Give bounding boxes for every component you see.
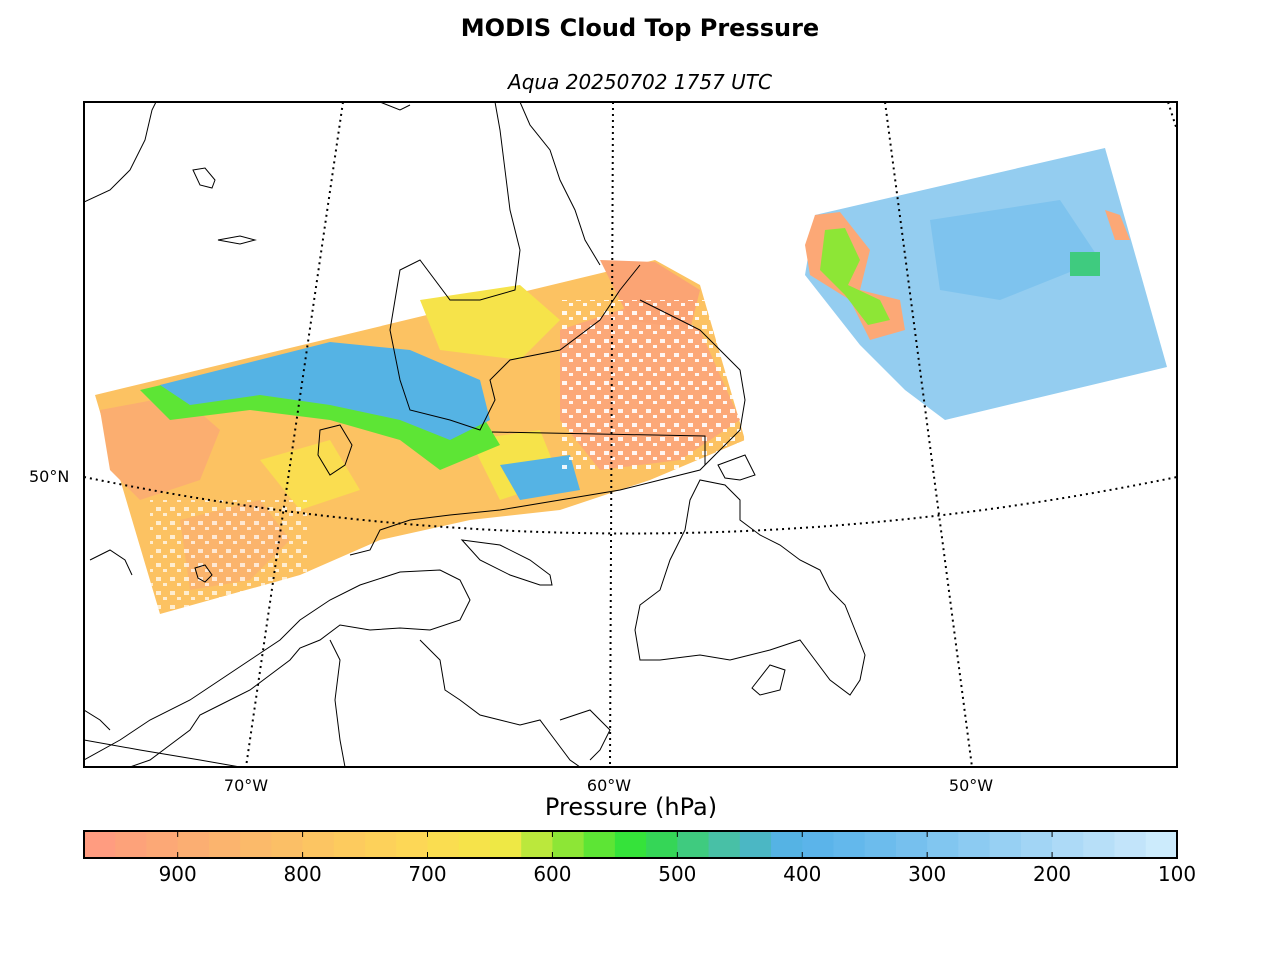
swath-east bbox=[805, 148, 1167, 420]
lon-label-70w: 70°W bbox=[223, 776, 269, 795]
colorbar-swatch bbox=[521, 831, 554, 858]
colorbar-swatch bbox=[458, 831, 491, 858]
colorbar-swatch bbox=[146, 831, 179, 858]
colorbar-swatch bbox=[739, 831, 772, 858]
lon-label-50w: 50°W bbox=[948, 776, 994, 795]
colorbar-swatch bbox=[84, 831, 116, 858]
colorbar-tick-label: 300 bbox=[908, 862, 947, 886]
colorbar-swatch bbox=[115, 831, 148, 858]
graticule bbox=[84, 102, 1177, 767]
colorbar-tick-label: 100 bbox=[1157, 862, 1197, 886]
colorbar-swatch bbox=[552, 831, 585, 858]
colorbar-swatch bbox=[833, 831, 866, 858]
colorbar-swatch bbox=[240, 831, 272, 858]
map-title: MODIS Cloud Top Pressure bbox=[460, 14, 820, 42]
colorbar-swatch bbox=[583, 831, 616, 858]
colorbar-swatch bbox=[1114, 831, 1147, 858]
colorbar-swatch bbox=[864, 831, 897, 858]
colorbar-swatch bbox=[1052, 831, 1084, 858]
colorbar-swatch bbox=[427, 831, 460, 858]
map-frame bbox=[83, 101, 1178, 768]
lon-label-60w: 60°W bbox=[586, 776, 632, 795]
colorbar-swatch bbox=[302, 831, 335, 858]
colorbar-tick-label: 500 bbox=[658, 862, 697, 886]
colorbar-swatch bbox=[396, 831, 429, 858]
colorbar-tick-label: 400 bbox=[783, 862, 822, 886]
map-subtitle: Aqua 20250702 1757 UTC bbox=[508, 70, 772, 94]
colorbar-swatch bbox=[1145, 831, 1178, 858]
colorbar-swatch bbox=[958, 831, 991, 858]
colorbar-swatch bbox=[771, 831, 803, 858]
colorbar-swatch bbox=[489, 831, 522, 858]
colorbar-swatch bbox=[365, 831, 397, 858]
colorbar-swatch bbox=[646, 831, 678, 858]
colorbar-tick-label: 900 bbox=[158, 862, 197, 886]
colorbar-swatch bbox=[1083, 831, 1116, 858]
colorbar-tick-label: 600 bbox=[533, 862, 572, 886]
colorbar-tick-label: 700 bbox=[408, 862, 447, 886]
colorbar-frame bbox=[83, 830, 1178, 859]
colorbar-title: Pressure (hPa) bbox=[544, 793, 718, 821]
colorbar-swatch bbox=[208, 831, 241, 858]
colorbar-tick-label: 800 bbox=[283, 862, 322, 886]
colorbar-swatch bbox=[677, 831, 710, 858]
colorbar-swatch bbox=[177, 831, 210, 858]
colorbar-tick-label: 200 bbox=[1032, 862, 1072, 886]
coastlines bbox=[84, 102, 866, 767]
swath-west bbox=[95, 260, 745, 614]
colorbar-swatch bbox=[271, 831, 304, 858]
lat-label-50n: 50°N bbox=[29, 467, 70, 486]
colorbar-swatch bbox=[333, 831, 366, 858]
colorbar-swatch bbox=[614, 831, 647, 858]
colorbar-swatch bbox=[1020, 831, 1053, 858]
colorbar-swatch bbox=[989, 831, 1022, 858]
colorbar-swatch bbox=[895, 831, 928, 858]
colorbar-swatch bbox=[708, 831, 741, 858]
colorbar-swatch bbox=[927, 831, 959, 858]
colorbar-swatch bbox=[802, 831, 835, 858]
